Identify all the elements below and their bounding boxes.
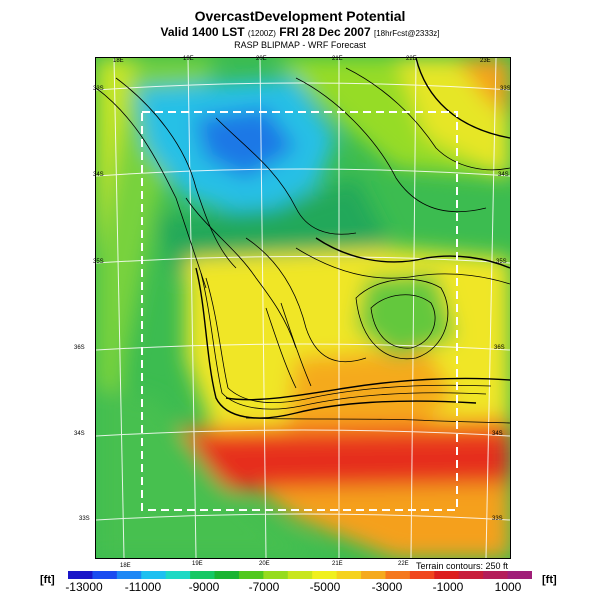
tick-left-2: 34S — [93, 172, 104, 178]
forecast-date: FRI 28 Dec 2007 — [279, 25, 371, 39]
field-red-south — [186, 433, 510, 498]
tick-right-3: 35S — [496, 259, 507, 265]
colorbar-swatch — [190, 571, 216, 579]
lat-lon-grid — [96, 58, 510, 558]
unit-right: [ft] — [542, 574, 557, 586]
colorbar-swatch — [458, 571, 484, 579]
colorbar-label: 1000 — [494, 580, 522, 594]
tick-right-6: 33S — [492, 516, 503, 522]
tick-right-1: 33S — [500, 86, 511, 92]
tick-right-4: 36S — [494, 345, 505, 351]
colorbar-swatch — [385, 571, 411, 579]
valid-time: Valid 1400 LST — [160, 25, 245, 39]
colorbar-swatch — [287, 571, 313, 579]
colorbar-label: -7000 — [248, 580, 280, 594]
forecast-run: [18hrFcst@2333z] — [374, 29, 440, 38]
unit-left: [ft] — [40, 574, 55, 586]
colorbar-swatch — [165, 571, 191, 579]
field-blue — [196, 108, 296, 178]
field-orange-central — [286, 348, 456, 438]
colorbar-label: -1000 — [432, 580, 464, 594]
tick-left-1: 33S — [93, 86, 104, 92]
tick-top-2: 19E — [183, 56, 194, 62]
tick-left-5: 34S — [74, 431, 85, 437]
tick-top-1: 18E — [113, 58, 124, 64]
inner-domain-box — [141, 111, 458, 511]
colorbar-label: -9000 — [188, 580, 220, 594]
colorbar-label: -5000 — [309, 580, 341, 594]
field-orange-sw — [256, 483, 510, 558]
tick-top-3: 20E — [256, 56, 267, 62]
field-green-inner — [356, 273, 456, 358]
colorbar-swatch — [434, 571, 460, 579]
tick-left-4: 36S — [74, 345, 85, 351]
colorbar-swatch — [312, 571, 338, 579]
tick-bottom-1: 18E — [120, 563, 131, 569]
colorbar-swatch — [92, 571, 118, 579]
utc-time: (1200Z) — [247, 29, 276, 38]
tick-bottom-5: 22E — [398, 561, 409, 567]
tick-right-2: 34S — [498, 172, 509, 178]
map-title: OvercastDevelopment Potential — [194, 8, 406, 24]
tick-top-5: 22E — [406, 56, 417, 62]
colorbar-swatch — [141, 571, 167, 579]
colorbar-label: -11000 — [124, 580, 162, 594]
terrain-note: Terrain contours: 250 ft — [415, 561, 508, 571]
tick-bottom-4: 21E — [332, 561, 343, 567]
colorbar-swatch — [361, 571, 386, 579]
colorbar-swatch — [409, 571, 435, 579]
terrain-contours — [96, 58, 510, 424]
tick-top-4: 21E — [332, 56, 343, 62]
colorbar-swatch — [507, 571, 532, 579]
model-name: RASP BLIPMAP - WRF Forecast — [234, 40, 366, 50]
colorbar-swatch — [68, 571, 93, 579]
map-subtitle: Valid 1400 LST (1200Z) FRI 28 Dec 2007 [… — [0, 25, 600, 39]
forecast-map — [95, 57, 511, 559]
tick-left-3: 35S — [93, 259, 104, 265]
colorbar-swatch — [336, 571, 362, 579]
colorbar-swatch — [263, 571, 289, 579]
tick-bottom-2: 19E — [192, 561, 203, 567]
tick-top-6: 23E — [480, 58, 491, 64]
map-canvas — [96, 58, 510, 558]
colorbar-swatch — [483, 571, 509, 579]
tick-bottom-3: 20E — [259, 561, 270, 567]
field-green-light — [96, 58, 216, 558]
colorbar — [68, 571, 532, 579]
field-green-sw — [96, 388, 326, 558]
colorbar-swatch — [238, 571, 264, 579]
tick-left-6: 33S — [79, 516, 90, 522]
colorbar-swatch — [116, 571, 142, 579]
colorbar-label: -3000 — [371, 580, 403, 594]
tick-right-5: 34S — [492, 431, 503, 437]
colorbar-swatch — [214, 571, 240, 579]
colorbar-label: -13000 — [65, 580, 103, 594]
